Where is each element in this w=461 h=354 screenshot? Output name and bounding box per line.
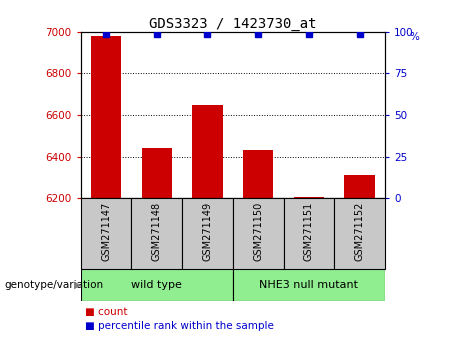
Text: GSM271151: GSM271151: [304, 202, 314, 261]
Bar: [233, 198, 284, 269]
Bar: [81, 269, 233, 301]
Text: GSM271152: GSM271152: [355, 202, 365, 261]
Bar: [233, 269, 385, 301]
Text: ■ percentile rank within the sample: ■ percentile rank within the sample: [85, 321, 274, 331]
Bar: [142, 148, 172, 198]
Text: GSM271149: GSM271149: [202, 202, 213, 261]
Title: GDS3323 / 1423730_at: GDS3323 / 1423730_at: [149, 17, 317, 31]
Text: GSM271147: GSM271147: [101, 202, 111, 261]
Text: genotype/variation: genotype/variation: [5, 280, 104, 290]
Text: NHE3 null mutant: NHE3 null mutant: [260, 280, 358, 290]
Bar: [131, 198, 182, 269]
Text: %: %: [409, 32, 419, 42]
Bar: [344, 175, 375, 198]
Bar: [243, 150, 273, 198]
Bar: [91, 36, 121, 198]
Bar: [81, 198, 131, 269]
Bar: [182, 198, 233, 269]
Bar: [284, 198, 334, 269]
Bar: [192, 105, 223, 198]
Text: ▶: ▶: [74, 280, 81, 290]
Text: GSM271150: GSM271150: [253, 202, 263, 261]
Text: ■ count: ■ count: [85, 307, 128, 317]
Bar: [334, 198, 385, 269]
Bar: [294, 197, 324, 198]
Text: wild type: wild type: [131, 280, 182, 290]
Text: GSM271148: GSM271148: [152, 202, 162, 261]
